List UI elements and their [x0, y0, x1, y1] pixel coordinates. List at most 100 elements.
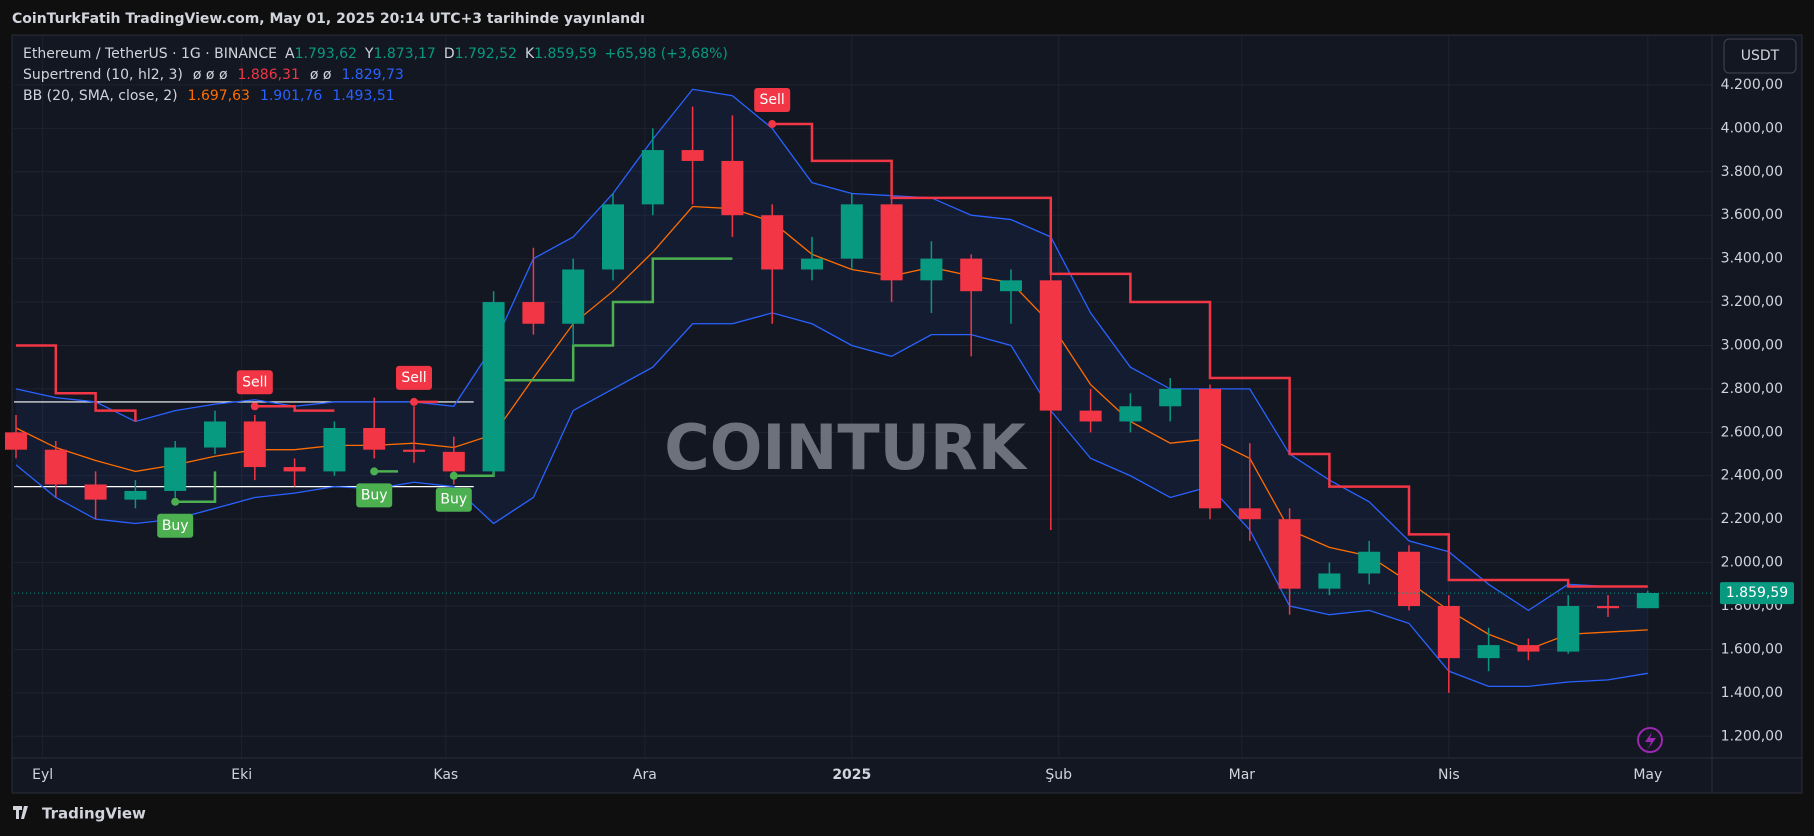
candle-body [721, 160, 744, 216]
candle-body [761, 215, 784, 270]
last-price-label: 1.859,59 [1726, 585, 1788, 601]
currency-label[interactable]: USDT [1741, 48, 1780, 64]
signal-badge [157, 513, 194, 538]
symbol: Ethereum / TetherUS · 1G · BINANCE [23, 46, 277, 62]
candle-body [323, 427, 346, 472]
value: 1.886,31 [238, 67, 300, 83]
x-tick-label: Şub [1045, 767, 1072, 783]
lightning-icon[interactable] [1637, 727, 1663, 753]
candle-body [602, 204, 624, 270]
last-price-badge [1720, 582, 1794, 605]
candle-body [243, 421, 266, 468]
supertrend-line [16, 344, 137, 422]
open: 1.793,62 [295, 46, 357, 62]
candle-body [880, 204, 903, 281]
y-tick-label: 2.800,00 [1721, 381, 1783, 397]
legend-symbol: Ethereum / TetherUS · 1G · BINANCE A1.793… [23, 46, 728, 62]
legend-supertrend: Supertrend (10, hl2, 3) ø ø ø 1.886,31 ø ø 1… [23, 67, 404, 83]
low: 1.792,52 [455, 46, 517, 62]
y-tick-label: 3.600,00 [1721, 207, 1783, 223]
close: 1.859,59 [534, 46, 596, 62]
signal-badge [754, 88, 791, 113]
candle-body [641, 150, 664, 205]
candle-body [1238, 508, 1261, 520]
candle-body [1636, 592, 1659, 609]
y-tick-label: 3.400,00 [1721, 251, 1783, 267]
value: 1.829,73 [341, 67, 403, 83]
candle-body [1278, 519, 1301, 589]
candle-body [1517, 645, 1540, 652]
candle-body [1318, 573, 1341, 589]
y-tick-label: 4.000,00 [1721, 120, 1783, 136]
candle-body [124, 490, 147, 500]
candle-body [1079, 410, 1102, 422]
plot: 1.200,001.400,001.600,001.800,002.000,00… [5, 35, 1802, 793]
candle-body [44, 449, 67, 485]
candle-body [5, 432, 27, 450]
supertrend-line [772, 122, 1648, 588]
candle-body [960, 258, 983, 292]
signal-label: Sell [242, 374, 267, 390]
candle-body [522, 302, 545, 324]
signal-badge [435, 487, 472, 512]
candle-body [562, 269, 585, 324]
signal-label: Buy [361, 487, 388, 503]
signal-label: Buy [440, 492, 467, 508]
signal-label: Buy [162, 518, 189, 534]
lightning-bolt [1645, 732, 1656, 749]
y-tick-label: 3.800,00 [1721, 164, 1783, 180]
candle-body [1477, 645, 1500, 659]
value: 1.697,63 [188, 88, 250, 104]
candle-body [84, 484, 107, 500]
banner: CoinTurkFatih TradingView.com, May 01, 2… [12, 11, 645, 27]
candle-body [482, 302, 505, 472]
x-tick-label: Eyl [32, 767, 53, 783]
signal-label: Sell [760, 92, 785, 108]
x-tick-label: Kas [433, 767, 458, 783]
bb-fill [16, 89, 1648, 687]
high: 1.873,17 [373, 46, 435, 62]
x-tick-label: Nis [1438, 767, 1460, 783]
y-tick-label: 1.200,00 [1721, 728, 1783, 744]
tv-logo [13, 806, 28, 819]
y-tick-label: 3.200,00 [1721, 294, 1783, 310]
candle-body [1597, 606, 1619, 609]
candle-body [1398, 551, 1420, 607]
candle-body [1159, 388, 1182, 407]
y-tick-label: 2.200,00 [1721, 511, 1783, 527]
candle-body [920, 258, 943, 281]
candle-body [1119, 406, 1142, 422]
candle-body [1437, 606, 1460, 659]
y-tick-label: 2.600,00 [1721, 424, 1783, 440]
low-label: D [444, 46, 455, 62]
x-tick-label: May [1633, 767, 1662, 783]
close-label: K [525, 46, 535, 62]
signal-dot [449, 471, 458, 480]
chart-frame [11, 34, 1803, 794]
candle-body [164, 447, 187, 491]
signal-badge [396, 365, 432, 390]
signal-label: Sell [401, 370, 426, 386]
value: 1.493,51 [332, 88, 394, 104]
signal-badge [356, 483, 393, 508]
candle-body [840, 204, 863, 259]
placeholder: ø ø ø [193, 67, 228, 83]
high-label: Y [364, 46, 374, 62]
y-tick-label: 2.400,00 [1721, 468, 1783, 484]
candle-body [204, 421, 226, 448]
supertrend-line [175, 471, 217, 504]
signal-dot [768, 120, 777, 129]
x-tick-label: Ara [633, 767, 657, 783]
x-tick-label: Mar [1229, 767, 1256, 783]
watermark: COINTURK [664, 411, 1028, 484]
signal-dot [370, 467, 379, 476]
footer-brand: TradingView [42, 805, 146, 823]
y-tick-label: 1.600,00 [1721, 641, 1783, 657]
currency-button[interactable] [1723, 38, 1797, 74]
y-tick-label: 2.000,00 [1721, 555, 1783, 571]
candle-body [681, 150, 704, 161]
candle-body [363, 427, 386, 450]
placeholder: ø ø [310, 67, 332, 83]
